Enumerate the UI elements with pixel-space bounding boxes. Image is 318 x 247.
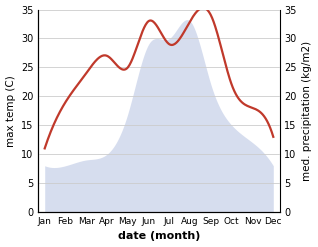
Y-axis label: max temp (C): max temp (C) — [5, 75, 16, 147]
X-axis label: date (month): date (month) — [118, 231, 200, 242]
Y-axis label: med. precipitation (kg/m2): med. precipitation (kg/m2) — [302, 41, 313, 181]
